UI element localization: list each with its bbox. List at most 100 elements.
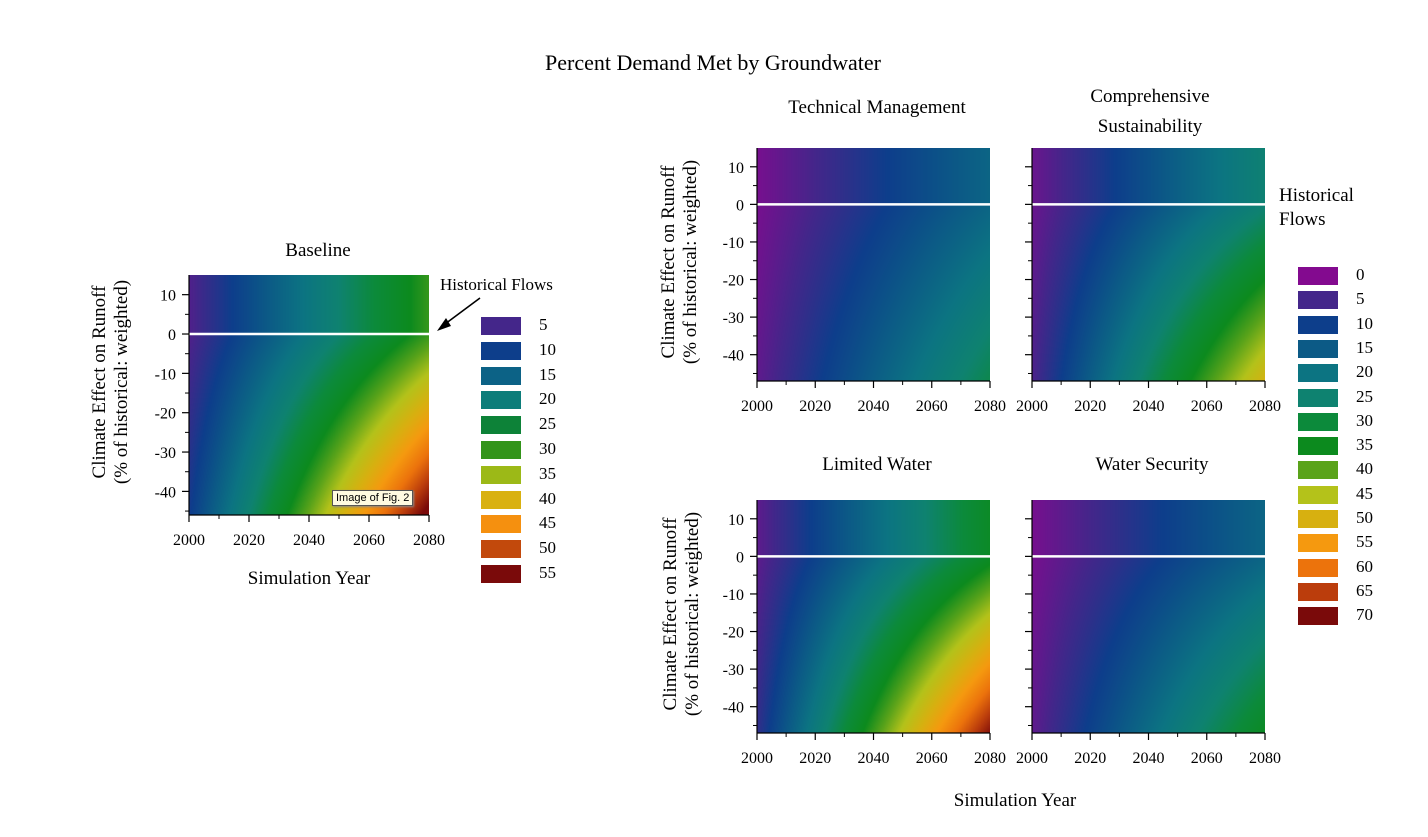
legend-label: 45 [1356, 483, 1373, 503]
heatmap-water-security [1032, 500, 1265, 733]
x-tick-label: 2020 [799, 398, 831, 415]
legend-swatch [1298, 607, 1338, 626]
y-tick-label: -40 [155, 484, 176, 501]
legend-swatch [1298, 534, 1338, 553]
historical-flows-annotation-left: Historical Flows [440, 275, 553, 294]
y-tick-label: -20 [723, 273, 744, 290]
x-tick-label: 2020 [1074, 398, 1106, 415]
legend-label: 30 [1356, 410, 1373, 430]
x-tick-label: 2060 [1191, 398, 1223, 415]
y-tick-label: -30 [723, 662, 744, 679]
x-tick-label: 2080 [974, 750, 1006, 767]
legend-label: 40 [1356, 459, 1373, 479]
legend-swatch [481, 341, 521, 360]
annotation-arrow-head [437, 318, 451, 331]
panel-title-limited-water: Limited Water [822, 454, 932, 475]
legend-label: 15 [1356, 337, 1373, 357]
legend-label: 5 [1356, 289, 1365, 309]
legend-swatch [1298, 291, 1338, 310]
y-tick-label: -40 [723, 348, 744, 365]
x-tick-label: 2040 [858, 750, 890, 767]
x-tick-label: 2040 [1133, 398, 1165, 415]
legend-swatch [1298, 510, 1338, 528]
legend-label: 55 [1356, 532, 1373, 552]
legend-swatch [1298, 558, 1338, 577]
x-tick-label: 2080 [974, 398, 1006, 415]
y-tick-label: 10 [160, 288, 176, 305]
legend-label: 10 [539, 339, 556, 359]
y-tick-label: 0 [168, 327, 176, 344]
legend-swatch [481, 366, 521, 385]
image-label: Image of Fig. 2 [332, 490, 414, 506]
legend-swatch [481, 515, 521, 534]
panel-title-comprehensive-sustainability: Comprehensive Sustainability [1090, 86, 1210, 137]
legend-swatch [1298, 339, 1338, 358]
heatmap-comprehensive-sustainability [1032, 148, 1265, 381]
legend-swatch [1298, 582, 1338, 601]
figure-title: Percent Demand Met by Groundwater [544, 50, 882, 75]
legend-swatch [1298, 412, 1338, 431]
y-tick-label: -10 [723, 235, 744, 252]
x-tick-label: 2080 [1249, 750, 1281, 767]
legend-label: 25 [1356, 386, 1373, 406]
x-tick-label: 2020 [233, 532, 265, 549]
legend-swatch [1298, 485, 1338, 504]
legend-label: 35 [539, 463, 556, 483]
y-tick-label: 0 [736, 549, 744, 566]
historical-flows-annotation-right: Historical Flows [1279, 184, 1354, 232]
legend-label: 40 [539, 488, 556, 508]
y-tick-label: -20 [723, 625, 744, 642]
x-tick-label: 2040 [293, 532, 325, 549]
legend-swatch [481, 441, 521, 459]
legend-label: 50 [539, 538, 556, 558]
legend-swatch [1298, 364, 1338, 383]
legend-swatch [481, 391, 521, 410]
legend-label: 70 [1356, 605, 1373, 625]
x-tick-label: 2000 [741, 398, 773, 415]
legend-label: 20 [1356, 362, 1373, 382]
legend-swatch [1298, 437, 1338, 456]
legend-label: 25 [539, 414, 556, 434]
legend-label: 35 [1356, 435, 1373, 455]
heatmap-baseline [189, 275, 429, 515]
legend-label: 65 [1356, 580, 1373, 600]
legend-swatch [481, 565, 521, 583]
panel-title-baseline: Baseline [285, 240, 351, 261]
legend-label: 45 [539, 513, 556, 533]
legend-label: 60 [1356, 556, 1373, 576]
x-tick-label: 2060 [1191, 750, 1223, 767]
legend-swatch [1298, 461, 1338, 480]
legend-swatch [481, 465, 521, 484]
legend-swatch [1298, 315, 1338, 334]
legend-swatch [481, 317, 521, 335]
legend-label: 20 [539, 389, 556, 409]
x-tick-label: 2040 [858, 398, 890, 415]
y-tick-label: -30 [155, 445, 176, 462]
heatmap-technical-management [757, 148, 990, 381]
legend-label: 5 [539, 315, 548, 334]
legend-swatch [1298, 388, 1338, 407]
legend-swatch [481, 416, 521, 435]
y-tick-label: 0 [736, 197, 744, 214]
x-tick-label: 2000 [1016, 750, 1048, 767]
legend-label: 30 [539, 439, 556, 458]
x-tick-label: 2060 [916, 398, 948, 415]
y-tick-label: -10 [155, 366, 176, 383]
legend-swatch [481, 540, 521, 559]
x-axis-label-right: Simulation Year [953, 790, 1077, 811]
historical-label-line1: Historical [1279, 185, 1354, 206]
y-tick-label: 10 [728, 160, 744, 177]
x-tick-label: 2040 [1133, 750, 1165, 767]
y-tick-label: -20 [155, 406, 176, 423]
x-tick-label: 2060 [916, 750, 948, 767]
y-tick-label: -10 [723, 587, 744, 604]
historical-label-line2: Flows [1279, 209, 1326, 230]
panel-title-water-security: Water Security [1095, 454, 1209, 475]
x-tick-label: 2000 [1016, 398, 1048, 415]
heatmap-limited-water [757, 500, 990, 733]
x-tick-label: 2020 [799, 750, 831, 767]
x-tick-label: 2080 [413, 532, 445, 549]
legend-label: 15 [539, 364, 556, 384]
